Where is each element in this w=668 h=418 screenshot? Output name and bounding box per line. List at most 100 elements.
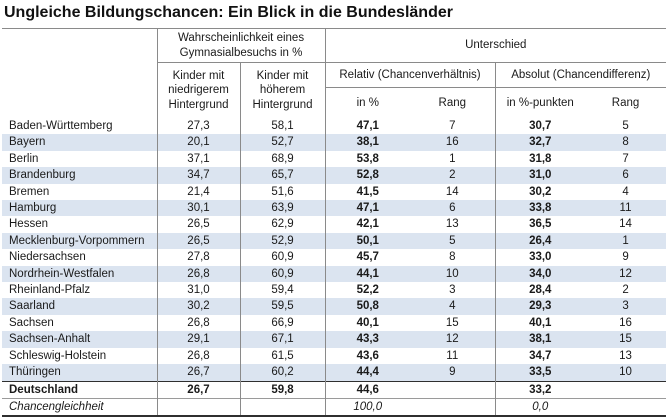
cell-low: 26,7 — [156, 380, 240, 399]
cell-rel-value: 47,1 — [324, 118, 411, 135]
cell-rel-rank: 14 — [445, 185, 459, 198]
table-row: Rheinland-Pfalz 31,0 59,4 52,2 3 28,4 2 — [2, 282, 666, 299]
table-row: Bremen 21,4 51,6 41,5 14 30,2 4 — [2, 183, 666, 201]
cell-abs-rank: 9 — [622, 251, 629, 264]
table-header: Wahrscheinlichkeit eines Gymnasialbesuch… — [2, 28, 667, 119]
cell-low: 34,7 — [156, 167, 240, 184]
cell-abs-rank: 15 — [585, 331, 667, 348]
cell-abs-rank: 16 — [619, 316, 632, 329]
cell-land: Saarland — [2, 298, 157, 315]
table-row-total: Deutschland 26,7 59,8 44,6 33,2 — [2, 380, 667, 399]
cell-abs-value: 0,0 — [494, 397, 586, 417]
cell-low: 26,8 — [156, 265, 240, 283]
table-body: Baden-Württemberg 27,3 58,1 47,1 7 30,7 5 Bayer… — [2, 118, 667, 417]
cell-land: Chancengleichheit — [2, 397, 157, 417]
cell-rel-rank: 8 — [449, 251, 456, 264]
cell-high: 58,1 — [239, 118, 326, 135]
cell-land: Nordrhein-Westfalen — [2, 265, 157, 283]
cell-land: Berlin — [9, 152, 39, 165]
cell-abs-value: 38,1 — [494, 331, 586, 348]
cell-low: 26,8 — [156, 314, 240, 332]
bildungschancen-table: Wahrscheinlichkeit eines Gymnasialbesuch… — [2, 28, 667, 418]
cell-abs-rank: 13 — [619, 349, 632, 362]
cell-abs-value: 29,3 — [494, 298, 586, 315]
cell-rel-rank — [410, 380, 496, 399]
cell-high: 62,9 — [239, 216, 326, 233]
cell-rel-rank: 1 — [449, 152, 456, 165]
cell-high: 67,1 — [239, 331, 326, 348]
cell-abs-value: 33,5 — [494, 364, 586, 381]
cell-land: Niedersachsen — [9, 251, 86, 264]
cell-abs-value: 28,4 — [494, 282, 586, 299]
cell-rel-rank: 12 — [410, 331, 496, 348]
cell-abs-value: 34,7 — [494, 347, 586, 365]
cell-abs-value: 31,8 — [494, 150, 586, 168]
cell-rel-value: 44,4 — [324, 364, 411, 381]
header-high-background: Kinder mit höherem Hintergrund — [239, 62, 326, 118]
table-row: Hamburg 30,1 63,9 47,1 6 33,8 11 — [2, 200, 667, 217]
cell-rel-rank: 16 — [410, 134, 496, 151]
cell-rel-value: 53,8 — [324, 150, 411, 168]
cell-abs-rank — [585, 380, 667, 399]
cell-low: 20,1 — [156, 134, 240, 151]
cell-rel-rank: 15 — [445, 316, 459, 329]
cell-rel-rank — [410, 397, 496, 417]
cell-abs-rank: 1 — [585, 232, 667, 250]
table-row: Berlin 37,1 68,9 53,8 1 31,8 7 — [2, 150, 666, 168]
cell-low: 26,7 — [156, 364, 240, 381]
cell-abs-rank: 3 — [585, 298, 667, 315]
cell-low: 30,1 — [156, 200, 240, 217]
table-row: Niedersachsen 27,8 60,9 45,7 8 33,0 9 — [2, 249, 666, 266]
cell-land: Brandenburg — [2, 167, 157, 184]
cell-low: 37,1 — [156, 150, 240, 168]
cell-rel-value: 45,7 — [324, 249, 411, 266]
cell-abs-value: 36,5 — [494, 216, 586, 233]
corner-cell — [2, 29, 157, 119]
cell-rel-rank: 11 — [446, 349, 459, 362]
cell-high: 59,8 — [239, 380, 326, 399]
table-row: Nordrhein-Westfalen 26,8 60,9 44,1 10 34,0 12 — [2, 265, 667, 283]
cell-rel-rank: 6 — [410, 200, 496, 217]
cell-abs-value: 34,0 — [494, 265, 586, 283]
cell-high — [239, 397, 326, 417]
cell-rel-rank: 7 — [449, 120, 456, 132]
table-row: Sachsen 26,8 66,9 40,1 15 40,1 16 — [2, 314, 666, 332]
cell-low: 27,8 — [156, 249, 240, 266]
cell-abs-value: 33,0 — [494, 249, 586, 266]
table-row-equality: Chancengleichheit 100,0 0,0 — [2, 397, 667, 417]
cell-abs-rank: 6 — [585, 167, 667, 184]
cell-land: Schleswig-Holstein — [9, 349, 107, 362]
cell-rel-rank: 5 — [410, 232, 496, 250]
cell-rel-value: 44,6 — [324, 380, 411, 399]
cell-abs-value: 26,4 — [494, 232, 586, 250]
cell-rel-value: 50,8 — [324, 298, 411, 315]
cell-high: 59,4 — [239, 282, 326, 299]
cell-rel-value: 44,1 — [324, 265, 411, 283]
cell-abs-value: 30,7 — [494, 118, 586, 135]
table-row: Mecklenburg-Vorpommern 26,5 52,9 50,1 5 26,4 1 — [2, 232, 667, 250]
cell-high: 63,9 — [239, 200, 326, 217]
table-row: Thüringen 26,7 60,2 44,4 9 33,5 10 — [2, 364, 667, 381]
cell-high: 60,9 — [239, 249, 326, 266]
cell-low — [156, 397, 240, 417]
cell-low: 31,0 — [156, 282, 240, 299]
cell-land: Thüringen — [2, 364, 157, 381]
cell-high: 52,9 — [239, 232, 326, 250]
table-row: Brandenburg 34,7 65,7 52,8 2 31,0 6 — [2, 167, 667, 184]
cell-land: Mecklenburg-Vorpommern — [2, 232, 157, 250]
cell-abs-value: 32,7 — [494, 134, 586, 151]
cell-rel-rank: 2 — [410, 167, 496, 184]
cell-high: 66,9 — [239, 314, 326, 332]
cell-rel-rank: 13 — [445, 218, 459, 231]
cell-abs-value: 30,2 — [494, 183, 586, 201]
cell-abs-rank: 12 — [585, 265, 667, 283]
cell-abs-value: 33,2 — [494, 380, 586, 399]
cell-low: 30,2 — [156, 298, 240, 315]
page-title: Ungleiche Bildungschancen: Ein Blick in … — [4, 4, 453, 21]
cell-rel-value: 50,1 — [324, 232, 411, 250]
header-abs-value: in %-punkten — [494, 87, 586, 118]
cell-rel-value: 41,5 — [324, 183, 411, 201]
cell-high: 65,7 — [239, 167, 326, 184]
table-row: Hessen 26,5 62,9 42,1 13 36,5 14 — [2, 216, 666, 233]
